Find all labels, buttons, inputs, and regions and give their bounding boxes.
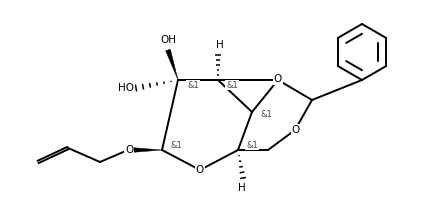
Text: O: O [196, 165, 204, 175]
Text: &1: &1 [226, 81, 238, 89]
Text: &1: &1 [187, 81, 199, 89]
Text: O: O [292, 125, 300, 135]
Text: O: O [274, 74, 282, 84]
Text: OH: OH [160, 35, 176, 45]
Text: &1: &1 [260, 110, 272, 118]
Text: HO: HO [118, 83, 134, 93]
Text: &1: &1 [170, 140, 182, 150]
Text: &1: &1 [246, 140, 258, 150]
Text: H: H [238, 183, 246, 193]
Text: H: H [216, 40, 224, 50]
Polygon shape [128, 147, 162, 153]
Polygon shape [165, 49, 178, 80]
Text: O: O [125, 145, 133, 155]
